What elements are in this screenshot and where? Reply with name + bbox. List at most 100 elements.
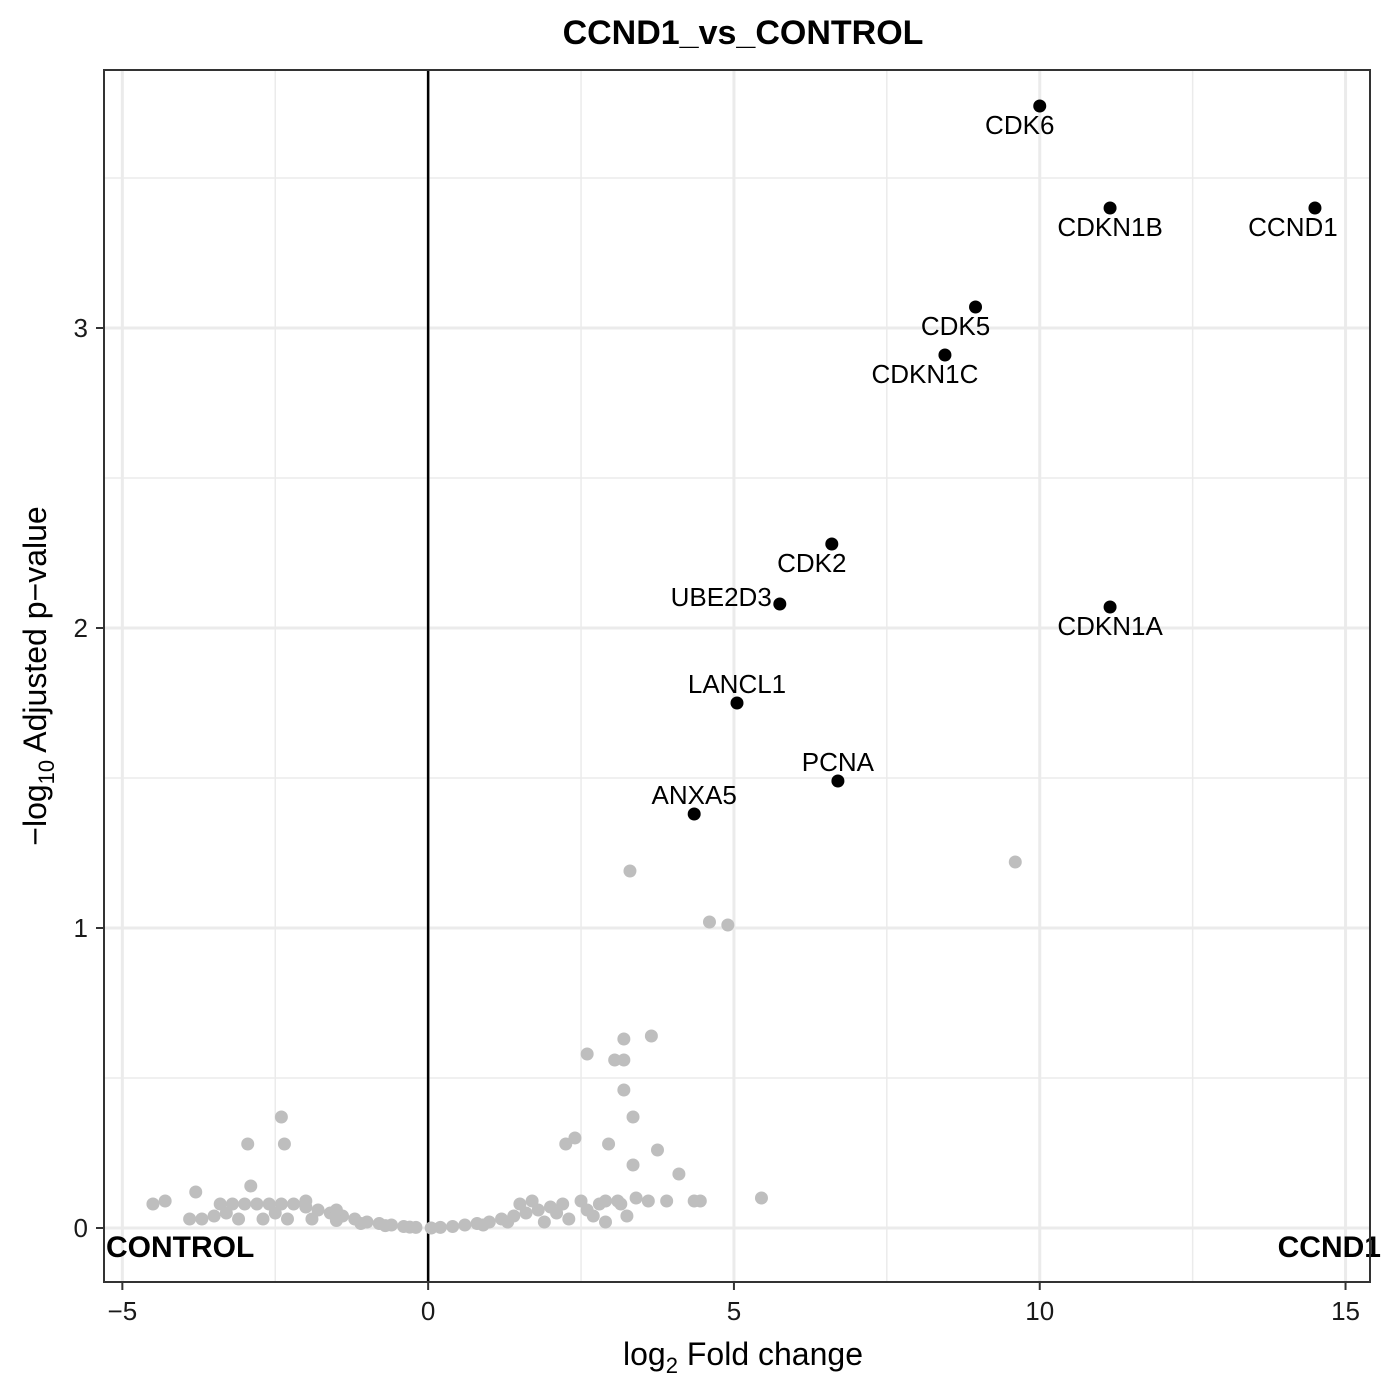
significant-point-cdkn1a <box>1103 600 1117 614</box>
background-point <box>650 1143 664 1157</box>
background-point <box>525 1194 539 1208</box>
background-point <box>702 915 716 929</box>
x-tick-label: 10 <box>1025 1296 1054 1326</box>
background-point <box>158 1194 172 1208</box>
background-point <box>219 1206 233 1220</box>
background-point <box>277 1137 291 1151</box>
minor-gridlines <box>104 70 1370 1282</box>
plot-panel-background <box>104 70 1370 1282</box>
background-point <box>562 1212 576 1226</box>
background-point <box>268 1206 282 1220</box>
background-point <box>644 1029 658 1043</box>
background-point <box>207 1209 221 1223</box>
background-point <box>611 1194 625 1208</box>
significant-point-cdk2 <box>825 537 839 551</box>
background-point <box>238 1197 252 1211</box>
background-point <box>244 1179 258 1193</box>
background-point <box>537 1215 551 1229</box>
background-point <box>195 1212 209 1226</box>
gene-label-ube2d3: UBE2D3 <box>671 582 772 612</box>
background-point <box>446 1220 460 1233</box>
background-point <box>602 1137 616 1151</box>
background-point <box>721 918 735 932</box>
background-point <box>250 1197 264 1211</box>
x-axis-title-prefix: log <box>623 1336 666 1372</box>
y-axis-title: −log10 Adjusted p−value <box>17 506 59 845</box>
background-point <box>623 864 637 878</box>
gene-label-cdkn1a: CDKN1A <box>1057 611 1163 641</box>
y-tick-label: 1 <box>74 913 88 943</box>
background-point <box>559 1137 573 1151</box>
background-point <box>617 1053 631 1067</box>
x-tick-label: 15 <box>1331 1296 1360 1326</box>
background-point <box>608 1053 622 1067</box>
corner-label-control: CONTROL <box>106 1231 254 1264</box>
background-point <box>232 1212 246 1226</box>
background-point <box>146 1197 160 1211</box>
background-point <box>280 1212 294 1226</box>
x-axis-title: log2 Fold change <box>623 1336 863 1378</box>
x-axis-title-subscript: 2 <box>666 1353 678 1378</box>
background-point <box>256 1212 270 1226</box>
background-point <box>660 1194 674 1208</box>
significant-point-cdkn1b <box>1103 201 1117 215</box>
significant-points <box>687 99 1322 821</box>
gene-label-cdk5: CDK5 <box>921 311 990 341</box>
background-point <box>287 1197 301 1211</box>
plot-panel-border <box>103 69 1371 1283</box>
y-axis-title-suffix: Adjusted p−value <box>17 506 53 760</box>
chart-title: CCND1_vs_CONTROL <box>563 14 924 52</box>
y-tick-label: 0 <box>74 1213 88 1243</box>
background-point <box>580 1047 594 1061</box>
background-point <box>550 1206 564 1220</box>
background-point <box>599 1194 613 1208</box>
background-point <box>241 1137 255 1151</box>
background-point <box>629 1191 643 1205</box>
background-point <box>599 1215 613 1229</box>
significant-point-cdk5 <box>969 300 983 314</box>
gene-label-cdk6: CDK6 <box>985 110 1054 140</box>
background-point <box>189 1185 203 1199</box>
background-point <box>1008 855 1022 869</box>
x-axis-title-suffix: Fold change <box>678 1336 863 1372</box>
significant-point-cdk6 <box>1033 99 1047 113</box>
background-point <box>672 1167 686 1181</box>
gene-label-anxa5: ANXA5 <box>652 780 737 810</box>
background-point <box>299 1194 313 1208</box>
gene-label-cdk2: CDK2 <box>777 548 846 578</box>
background-point <box>274 1110 288 1124</box>
background-point <box>641 1194 655 1208</box>
significant-point-pcna <box>831 774 845 788</box>
background-point <box>513 1197 527 1211</box>
x-tick-label: 5 <box>727 1296 741 1326</box>
significant-point-ube2d3 <box>773 597 787 611</box>
x-tick-label: −5 <box>108 1296 138 1326</box>
x-tick-label: 0 <box>421 1296 435 1326</box>
significant-point-cdkn1c <box>938 348 952 362</box>
background-point <box>403 1220 417 1234</box>
gene-label-lancl1: LANCL1 <box>688 669 786 699</box>
background-point <box>378 1219 392 1233</box>
gene-label-cdkn1c: CDKN1C <box>871 359 978 389</box>
background-point <box>354 1217 368 1230</box>
y-axis: 0 1 2 3 <box>74 313 104 1243</box>
gene-label-pcna: PCNA <box>802 747 875 777</box>
nonsignificant-points <box>146 855 1022 1235</box>
background-point <box>501 1215 515 1229</box>
background-point <box>458 1218 472 1232</box>
y-tick-label: 2 <box>74 613 88 643</box>
background-point <box>424 1221 438 1235</box>
gene-label-ccnd1: CCND1 <box>1248 212 1338 242</box>
background-point <box>580 1203 594 1217</box>
background-point <box>476 1218 490 1232</box>
background-point <box>329 1214 343 1227</box>
background-point <box>754 1191 768 1205</box>
background-point <box>329 1203 343 1217</box>
background-point <box>693 1194 707 1208</box>
x-axis: −5 0 5 10 15 <box>108 1282 1360 1326</box>
significant-point-ccnd1 <box>1308 201 1322 215</box>
background-point <box>626 1158 640 1172</box>
background-point <box>617 1083 631 1097</box>
